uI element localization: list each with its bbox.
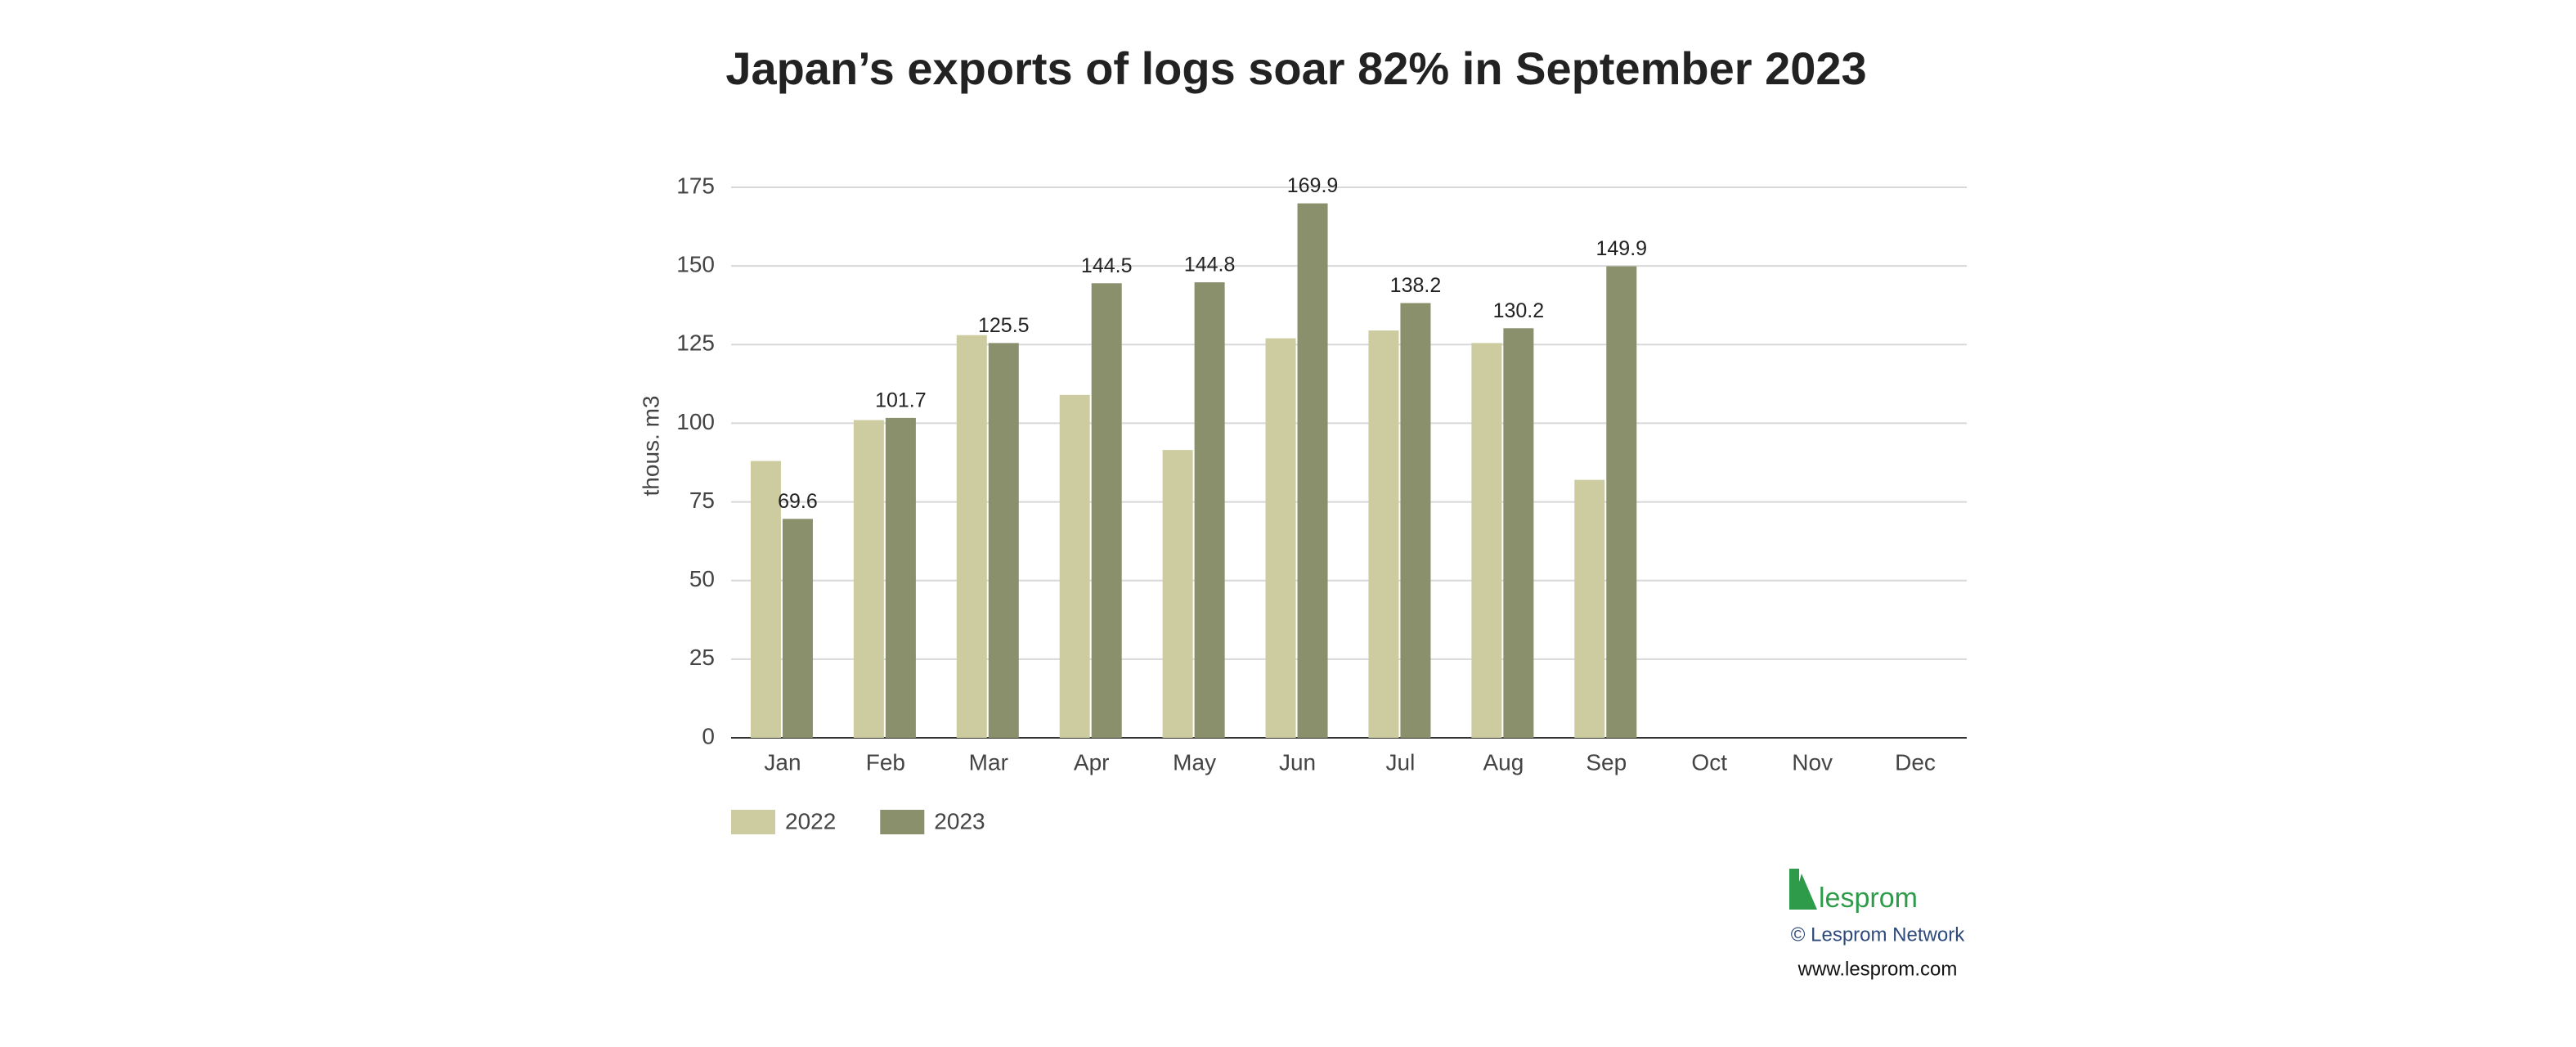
data-label: 144.8 [1184, 254, 1236, 276]
bar [853, 420, 884, 738]
data-label: 149.9 [1596, 237, 1648, 260]
x-tick-label: Apr [1074, 749, 1110, 775]
bar [956, 335, 987, 738]
copyright: © Lesprom Network [1791, 923, 1965, 946]
y-tick-label: 125 [676, 330, 715, 356]
bar [1162, 450, 1193, 738]
bar [1471, 343, 1502, 738]
chart-title: Japan’s exports of logs soar 82% in Sept… [725, 43, 1866, 94]
x-tick-label: Nov [1792, 749, 1833, 775]
y-tick-label: 175 [676, 173, 715, 198]
y-tick-label: 150 [676, 252, 715, 277]
logo-text: lesprom [1819, 883, 1918, 914]
bar [782, 519, 813, 738]
bar [1574, 479, 1605, 738]
logo-icon [1789, 869, 1817, 910]
bar [1368, 330, 1399, 738]
bar [1091, 283, 1122, 738]
x-tick-label: Feb [866, 749, 905, 775]
bar [1400, 303, 1431, 738]
x-tick-label: Oct [1691, 749, 1727, 775]
bar [1503, 328, 1534, 738]
x-tick-label: Dec [1895, 749, 1936, 775]
data-label: 125.5 [978, 314, 1030, 337]
data-label: 138.2 [1390, 274, 1442, 297]
y-tick-label: 75 [689, 488, 715, 513]
y-tick-label: 100 [676, 409, 715, 434]
x-tick-label: Aug [1483, 749, 1524, 775]
y-tick-label: 25 [689, 645, 715, 670]
y-axis-label: thous. m3 [638, 396, 663, 497]
bar [988, 343, 1019, 738]
bar [1265, 338, 1296, 738]
bar [1297, 203, 1328, 738]
legend-label: 2022 [785, 808, 836, 834]
x-tick-label: Sep [1586, 749, 1627, 775]
x-tick-label: Mar [969, 749, 1008, 775]
y-tick-label: 50 [689, 566, 715, 591]
data-label: 169.9 [1287, 174, 1339, 197]
bar [750, 461, 781, 738]
x-tick-label: Jan [764, 749, 801, 775]
bar [1606, 266, 1637, 738]
bar [1059, 394, 1090, 738]
data-label: 144.5 [1081, 254, 1133, 277]
legend-label: 2023 [934, 808, 985, 834]
bar [885, 417, 916, 738]
data-label: 69.6 [778, 490, 818, 513]
bar [1194, 282, 1225, 738]
data-label: 130.2 [1493, 299, 1545, 322]
legend-swatch [880, 810, 925, 834]
data-label: 101.7 [875, 389, 927, 412]
x-tick-label: Jun [1279, 749, 1316, 775]
x-tick-label: May [1173, 749, 1216, 775]
website: www.lesprom.com [1797, 958, 1958, 980]
x-tick-label: Jul [1386, 749, 1416, 775]
legend-swatch [731, 810, 775, 834]
y-tick-label: 0 [702, 723, 715, 748]
